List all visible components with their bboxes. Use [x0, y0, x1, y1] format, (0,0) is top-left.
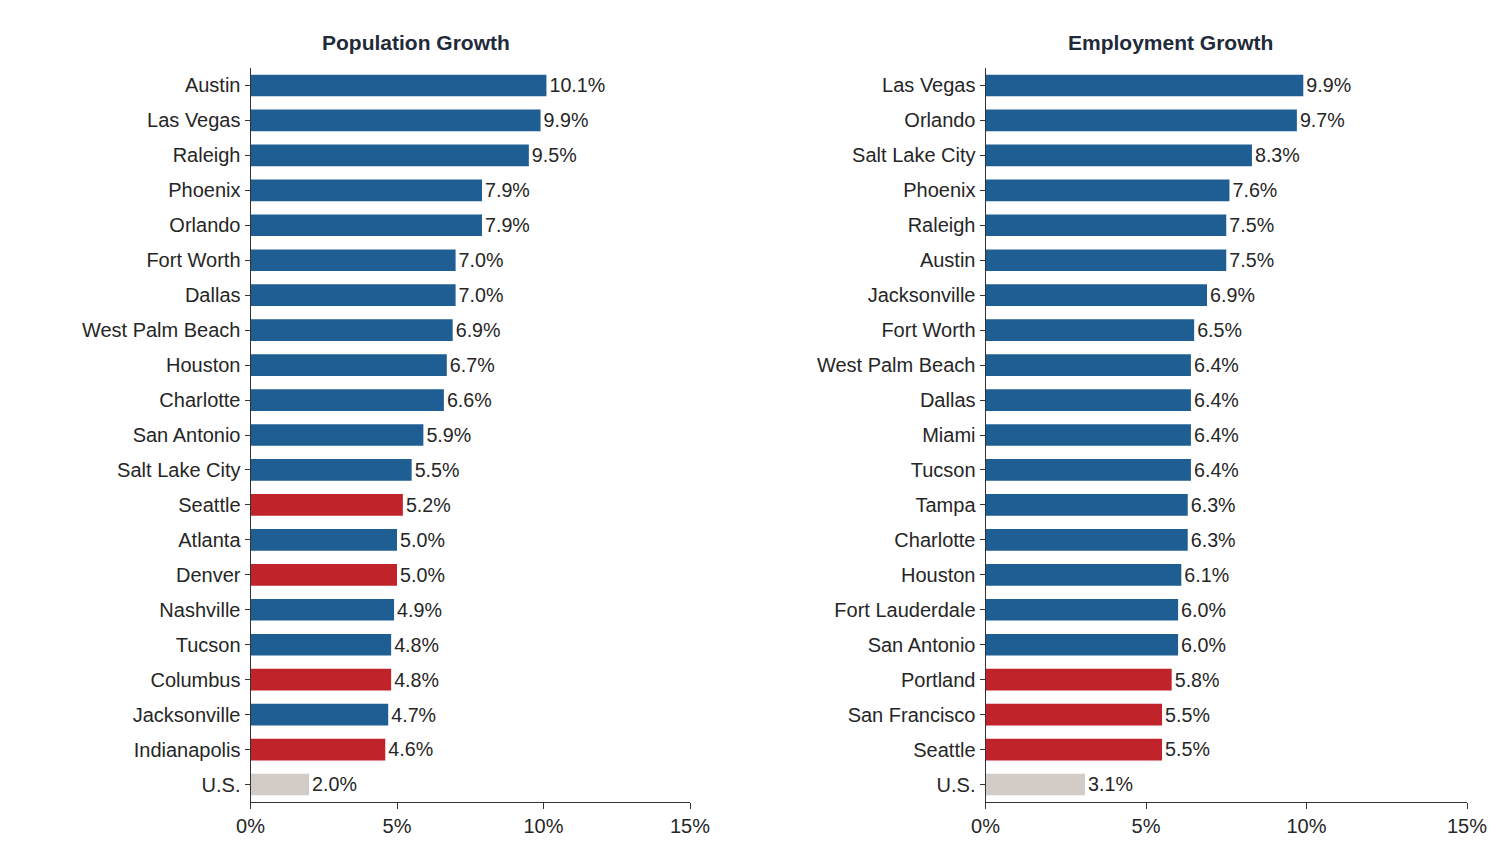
- svg-text:Austin: Austin: [920, 249, 976, 271]
- svg-text:9.9%: 9.9%: [1306, 74, 1351, 96]
- svg-text:Seattle: Seattle: [913, 739, 975, 761]
- svg-text:7.0%: 7.0%: [459, 284, 504, 306]
- svg-text:5.8%: 5.8%: [1175, 669, 1220, 691]
- svg-text:2.0%: 2.0%: [312, 773, 357, 795]
- svg-text:Austin: Austin: [185, 74, 241, 96]
- svg-text:0%: 0%: [971, 815, 1000, 837]
- svg-text:4.8%: 4.8%: [394, 669, 439, 691]
- svg-text:Seattle: Seattle: [178, 494, 240, 516]
- svg-text:Fort Worth: Fort Worth: [146, 249, 240, 271]
- svg-text:7.5%: 7.5%: [1229, 214, 1274, 236]
- svg-text:6.4%: 6.4%: [1194, 459, 1239, 481]
- svg-text:Fort Worth: Fort Worth: [881, 319, 975, 341]
- svg-text:Employment Growth: Employment Growth: [1068, 31, 1273, 54]
- svg-text:Orlando: Orlando: [904, 109, 975, 131]
- svg-text:6.4%: 6.4%: [1194, 424, 1239, 446]
- svg-text:3.1%: 3.1%: [1088, 773, 1133, 795]
- svg-text:5%: 5%: [383, 815, 412, 837]
- svg-text:6.7%: 6.7%: [450, 354, 495, 376]
- svg-text:Las Vegas: Las Vegas: [882, 74, 975, 96]
- svg-text:Tampa: Tampa: [915, 494, 976, 516]
- svg-text:6.0%: 6.0%: [1181, 599, 1226, 621]
- svg-text:9.7%: 9.7%: [1300, 109, 1345, 131]
- svg-text:Raleigh: Raleigh: [173, 144, 241, 166]
- svg-text:6.5%: 6.5%: [1197, 319, 1242, 341]
- svg-text:6.9%: 6.9%: [456, 319, 501, 341]
- svg-text:9.5%: 9.5%: [532, 144, 577, 166]
- svg-text:5.9%: 5.9%: [426, 424, 471, 446]
- svg-text:6.3%: 6.3%: [1191, 494, 1236, 516]
- svg-text:6.0%: 6.0%: [1181, 634, 1226, 656]
- svg-text:Miami: Miami: [922, 424, 975, 446]
- svg-text:San Antonio: San Antonio: [868, 634, 976, 656]
- svg-text:Salt Lake City: Salt Lake City: [117, 459, 240, 481]
- svg-text:Charlotte: Charlotte: [159, 389, 240, 411]
- svg-text:Raleigh: Raleigh: [908, 214, 976, 236]
- svg-text:5.5%: 5.5%: [1165, 738, 1210, 760]
- svg-text:7.9%: 7.9%: [485, 214, 530, 236]
- svg-text:10%: 10%: [1286, 815, 1326, 837]
- svg-text:10.1%: 10.1%: [549, 74, 605, 96]
- svg-text:Phoenix: Phoenix: [168, 179, 240, 201]
- svg-text:4.9%: 4.9%: [397, 599, 442, 621]
- svg-text:Tucson: Tucson: [911, 459, 976, 481]
- svg-text:8.3%: 8.3%: [1255, 144, 1300, 166]
- svg-text:4.7%: 4.7%: [391, 704, 436, 726]
- svg-text:7.6%: 7.6%: [1232, 179, 1277, 201]
- svg-text:4.8%: 4.8%: [394, 634, 439, 656]
- svg-text:5.0%: 5.0%: [400, 529, 445, 551]
- svg-text:6.6%: 6.6%: [447, 389, 492, 411]
- svg-text:9.9%: 9.9%: [544, 109, 589, 131]
- svg-text:Salt Lake City: Salt Lake City: [852, 144, 975, 166]
- svg-text:Dallas: Dallas: [185, 284, 241, 306]
- svg-text:5.5%: 5.5%: [415, 459, 460, 481]
- svg-text:6.1%: 6.1%: [1184, 564, 1229, 586]
- svg-text:Indianapolis: Indianapolis: [134, 739, 241, 761]
- svg-text:7.5%: 7.5%: [1229, 249, 1274, 271]
- svg-text:5.0%: 5.0%: [400, 564, 445, 586]
- svg-text:6.4%: 6.4%: [1194, 354, 1239, 376]
- svg-text:Population Growth: Population Growth: [322, 31, 510, 54]
- svg-text:Columbus: Columbus: [150, 669, 240, 691]
- svg-text:Jacksonville: Jacksonville: [868, 284, 976, 306]
- svg-text:Portland: Portland: [901, 669, 976, 691]
- svg-text:Denver: Denver: [176, 564, 241, 586]
- svg-text:San Francisco: San Francisco: [848, 704, 976, 726]
- svg-text:10%: 10%: [523, 815, 563, 837]
- svg-text:Orlando: Orlando: [169, 214, 240, 236]
- svg-text:5%: 5%: [1132, 815, 1161, 837]
- svg-text:U.S.: U.S.: [937, 774, 976, 796]
- svg-text:San Antonio: San Antonio: [133, 424, 241, 446]
- svg-text:6.4%: 6.4%: [1194, 389, 1239, 411]
- svg-text:Nashville: Nashville: [159, 599, 240, 621]
- svg-text:Dallas: Dallas: [920, 389, 976, 411]
- svg-text:U.S.: U.S.: [202, 774, 241, 796]
- svg-text:6.3%: 6.3%: [1191, 529, 1236, 551]
- svg-text:Jacksonville: Jacksonville: [133, 704, 241, 726]
- svg-text:Tucson: Tucson: [176, 634, 241, 656]
- svg-text:Atlanta: Atlanta: [178, 529, 241, 551]
- svg-text:Las Vegas: Las Vegas: [147, 109, 240, 131]
- svg-text:15%: 15%: [670, 815, 710, 837]
- svg-text:Charlotte: Charlotte: [894, 529, 975, 551]
- svg-text:5.5%: 5.5%: [1165, 704, 1210, 726]
- svg-text:7.0%: 7.0%: [459, 249, 504, 271]
- svg-text:Houston: Houston: [901, 564, 976, 586]
- svg-text:Houston: Houston: [166, 354, 241, 376]
- svg-text:West Palm Beach: West Palm Beach: [817, 354, 976, 376]
- svg-text:0%: 0%: [236, 815, 265, 837]
- svg-text:5.2%: 5.2%: [406, 494, 451, 516]
- svg-text:West Palm Beach: West Palm Beach: [82, 319, 241, 341]
- svg-text:4.6%: 4.6%: [388, 738, 433, 760]
- svg-text:7.9%: 7.9%: [485, 179, 530, 201]
- svg-text:15%: 15%: [1447, 815, 1487, 837]
- svg-text:6.9%: 6.9%: [1210, 284, 1255, 306]
- svg-text:Phoenix: Phoenix: [903, 179, 975, 201]
- svg-text:Fort Lauderdale: Fort Lauderdale: [834, 599, 975, 621]
